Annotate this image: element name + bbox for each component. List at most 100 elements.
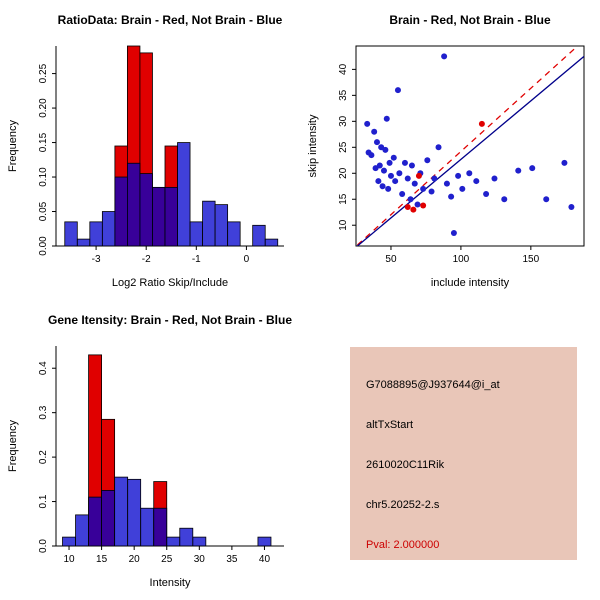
scatter-point-not-brain — [401, 159, 408, 166]
hist-bar-not-brain — [192, 536, 207, 547]
x-tick-label: 15 — [96, 554, 108, 565]
chromosome-location-text: chr5.20252-2.s — [366, 499, 440, 511]
y-tick-label: 0.0 — [38, 539, 49, 553]
hist-bar-not-brain — [101, 211, 116, 247]
hist-bar-not-brain — [166, 536, 181, 547]
hist-bar-not-brain — [75, 514, 89, 547]
scatter-point-not-brain — [382, 146, 389, 153]
scatter-point-not-brain — [383, 115, 390, 122]
scatter-point-not-brain — [424, 157, 431, 164]
scatter-point-not-brain — [441, 53, 448, 60]
x-tick-label: 150 — [523, 254, 540, 265]
y-tick-label: 0.2 — [38, 450, 49, 464]
hist-bar-not-brain — [179, 527, 194, 547]
x-tick-label: -1 — [192, 254, 201, 265]
hist-bar-not-brain — [164, 186, 178, 247]
fit-line-not-brain — [356, 55, 584, 246]
scatter-point-not-brain — [431, 175, 438, 182]
hist-bar-not-brain — [140, 507, 155, 547]
gene-symbol-text: 2610020C11Rik — [366, 459, 445, 471]
hist-bar-not-brain — [227, 221, 241, 247]
event-type-text: altTxStart — [366, 419, 414, 431]
y-tick-label: 25 — [338, 141, 349, 153]
scatter-point-not-brain — [385, 185, 392, 192]
scatter-point-not-brain — [435, 144, 442, 151]
scatter-point-not-brain — [379, 183, 386, 190]
fit-lines — [356, 46, 584, 246]
x-tick-label: 50 — [385, 254, 397, 265]
chart-title: Brain - Red, Not Brain - Blue — [389, 13, 551, 27]
scatter-point-not-brain — [568, 204, 575, 211]
scatter-point-not-brain — [411, 180, 418, 187]
scatter-point-not-brain — [387, 172, 394, 179]
scatter-point-not-brain — [561, 159, 568, 166]
panel-intensity-scatter: 50 100 150 10 15 20 25 30 35 40 Brain - Red, Not B… — [307, 13, 585, 289]
scatter-point-not-brain — [448, 193, 455, 200]
scatter-point-brain — [404, 204, 411, 211]
hist-bar-not-brain — [101, 490, 116, 547]
scatter-point-not-brain — [390, 154, 397, 161]
y-tick-label: 0.1 — [38, 494, 49, 508]
hist-bar-not-brain — [76, 238, 91, 247]
scatter-point-not-brain — [396, 170, 403, 177]
plot-box — [355, 45, 585, 247]
scatter-point-not-brain — [450, 230, 457, 237]
x-tick-label: 100 — [453, 254, 470, 265]
hist-bar-not-brain — [127, 478, 142, 547]
x-tick-label: 0 — [244, 254, 250, 265]
scatter-point-not-brain — [414, 201, 421, 208]
hist-bar-not-brain — [114, 176, 128, 247]
x-axis-label: Intensity — [150, 577, 191, 589]
x-tick-label: 20 — [129, 554, 141, 565]
hist-bar-not-brain — [139, 173, 153, 247]
x-tick-label: 40 — [259, 554, 271, 565]
hist-bar-not-brain — [153, 507, 168, 547]
y-tick-label: 40 — [338, 63, 349, 75]
scatter-point-not-brain — [371, 128, 378, 135]
scatter-point-not-brain — [443, 180, 450, 187]
y-tick-label: 30 — [338, 115, 349, 127]
panel-gene-intensity-histogram: 10 15 20 25 30 35 40 0.0 0.1 0.2 0.3 0.4 Gene Itensi… — [7, 313, 292, 589]
scatter-point-not-brain — [375, 178, 382, 185]
bars-not-brain — [64, 142, 279, 247]
hist-bar-not-brain — [264, 238, 279, 247]
scatter-point-not-brain — [368, 152, 375, 159]
scatter-point-not-brain — [529, 165, 536, 172]
hist-bar-not-brain — [89, 221, 103, 247]
scatter-point-not-brain — [380, 167, 387, 174]
y-tick-label: 15 — [338, 193, 349, 205]
y-tick-label: 0.05 — [38, 201, 49, 221]
y-axis-label: Frequency — [7, 120, 19, 172]
y-tick-label: 35 — [338, 89, 349, 101]
x-axis-label: Log2 Ratio Skip/Include — [112, 277, 228, 289]
hist-bar-not-brain — [214, 204, 229, 247]
scatter-point-not-brain — [501, 196, 508, 203]
scatter-point-brain — [478, 120, 485, 127]
probe-id-text: G7088895@J937644@i_at — [366, 379, 500, 391]
y-tick-label: 0.10 — [38, 167, 49, 187]
hist-bar-not-brain — [114, 476, 129, 547]
scatter-point-not-brain — [373, 139, 380, 146]
scatter-point-not-brain — [420, 185, 427, 192]
scatter-point-not-brain — [386, 159, 393, 166]
x-tick-label: 30 — [194, 554, 206, 565]
y-tick-label: 0.20 — [38, 98, 49, 118]
scatter-point-not-brain — [408, 162, 415, 169]
hist-bar-not-brain — [127, 162, 141, 247]
hist-bar-not-brain — [202, 200, 216, 247]
scatter-point-not-brain — [376, 162, 383, 169]
x-tick-label: 35 — [226, 554, 238, 565]
pval-text: Pval: 2.000000 — [366, 539, 440, 551]
x-tick-label: 10 — [63, 554, 75, 565]
scatter-point-not-brain — [483, 191, 490, 198]
scatter-point-brain — [415, 172, 422, 179]
hist-bar-not-brain — [252, 224, 266, 247]
hist-bar-not-brain — [257, 536, 272, 547]
scatter-point-not-brain — [428, 188, 435, 195]
hist-bar-not-brain — [189, 221, 203, 247]
scatter-point-not-brain — [515, 167, 522, 174]
scatter-point-not-brain — [543, 196, 550, 203]
hist-bar-not-brain — [177, 142, 191, 247]
y-tick-label: 0.25 — [38, 63, 49, 83]
y-tick-label: 0.3 — [38, 405, 49, 419]
